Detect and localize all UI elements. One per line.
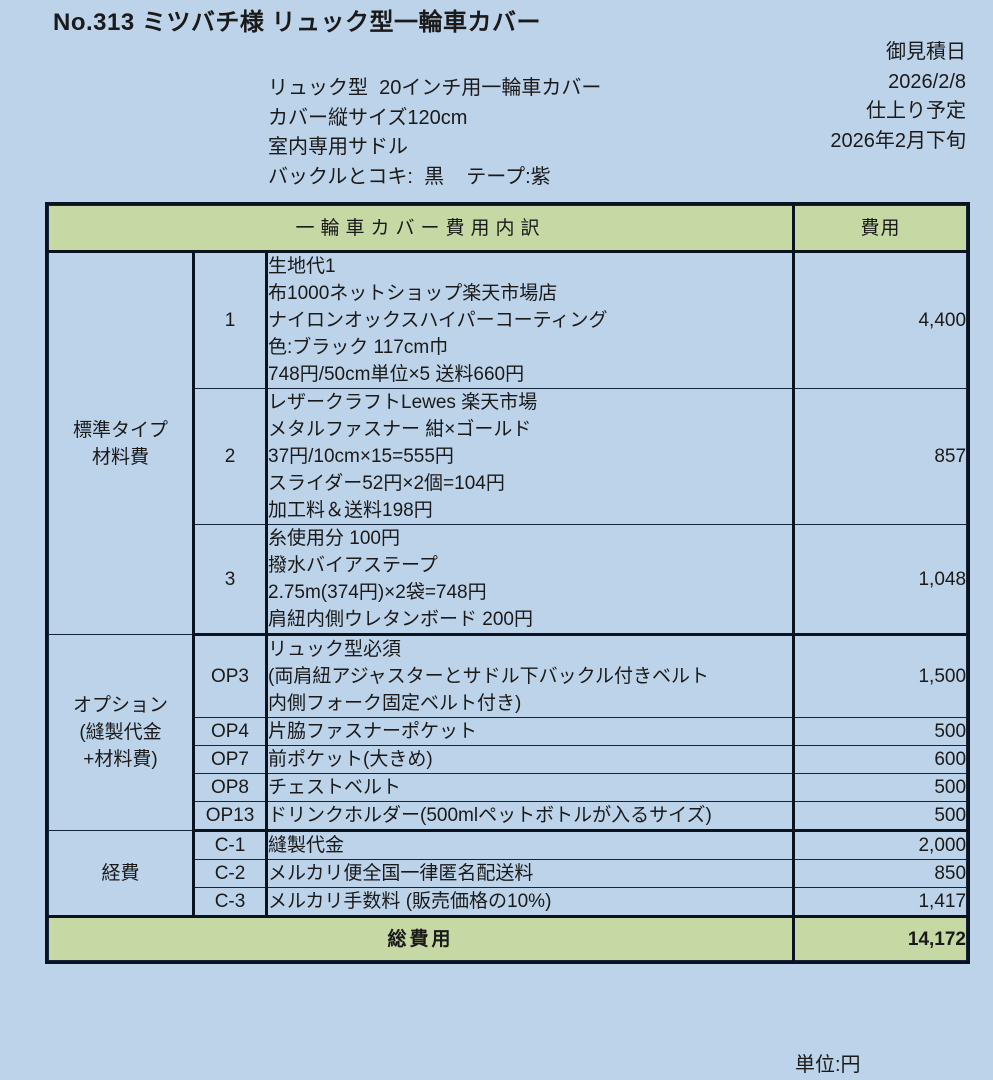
group-label-standard-material: 標準タイプ 材料費 [48,251,195,635]
completion-date-label: 仕上り予定 [866,100,966,122]
row-no: 1 [193,251,268,389]
row-amount: 500 [792,773,968,802]
row-description: メルカリ手数料 (販売価格の10%) [265,887,795,917]
row-amount: 4,400 [792,251,968,389]
cost-breakdown-table: 一輪車カバー費用内訳 費用 標準タイプ 材料費 1 生地代1 布1000ネットシ… [44,202,971,964]
total-amount: 14,172 [792,915,968,961]
row-amount: 857 [792,388,968,525]
row-amount: 500 [792,717,968,746]
row-no: OP3 [193,634,268,718]
row-no: OP7 [193,745,268,774]
unit-note: 単位:円 [795,1054,861,1076]
group-label-options: オプション (縫製代金 +材料費) [48,634,195,831]
row-description: ドリンクホルダー(500mlペットボトルが入るサイズ) [265,801,795,832]
table-row: OP7 前ポケット(大きめ) 600 [49,745,968,774]
row-amount: 1,048 [792,524,968,636]
spec-line-1: リュック型 20インチ用一輪車カバー [268,77,602,99]
table-row: 標準タイプ 材料費 1 生地代1 布1000ネットショップ楽天市場店 ナイロンオ… [48,251,968,635]
table-row: OP8 チェストベルト 500 [49,773,968,802]
spec-line-4: バックルとコキ: 黒 テープ:紫 [268,165,551,188]
row-no: 3 [193,524,268,636]
row-no: OP4 [193,717,268,746]
row-description: 前ポケット(大きめ) [265,745,795,774]
specification-block: リュック型 20インチ用一輪車カバー カバー縦サイズ120cm 室内専用サドル … [268,74,601,192]
row-description: 縫製代金 [265,830,795,860]
row-no: OP13 [193,801,268,832]
table-row: OP4 片脇ファスナーポケット 500 [49,717,968,746]
completion-date-value: 2026年2月下旬 [830,129,966,152]
table-row: 3 糸使用分 100円 撥水バイアステープ 2.75m(374円)×2袋=748… [49,524,968,636]
total-label: 総費用 [47,915,795,961]
row-no: C-1 [193,830,268,860]
row-amount: 1,500 [792,634,968,718]
date-block: 御見積日 2026/2/8 仕上り予定 2026年2月下旬 [830,38,966,156]
row-description: 片脇ファスナーポケット [265,717,795,746]
quote-date-value: 2026/2/8 [888,70,966,93]
spec-line-2: カバー縦サイズ120cm [268,106,468,129]
row-description: リュック型必須 (両肩紐アジャスターとサドル下バックル付きベルト 内側フォーク固… [265,634,795,718]
row-description: チェストベルト [265,773,795,802]
row-amount: 850 [792,859,968,888]
row-description: 生地代1 布1000ネットショップ楽天市場店 ナイロンオックスハイパーコーティン… [265,251,795,389]
row-no: C-3 [193,887,268,917]
row-description: レザークラフトLewes 楽天市場 メタルファスナー 紺×ゴールド 37円/10… [265,388,795,525]
table-row: 経費 C-1 縫製代金 2,000 [48,830,968,917]
table-header-row: 一輪車カバー費用内訳 費用 [47,205,968,253]
table-row: OP13 ドリンクホルダー(500mlペットボトルが入るサイズ) 500 [49,801,968,832]
row-no: C-2 [193,859,268,888]
row-no: OP8 [193,773,268,802]
table-header-fee: 費用 [792,205,968,253]
row-no: 2 [193,388,268,525]
group-label-expenses: 経費 [48,830,195,917]
page-title: No.313 ミツバチ様 リュック型一輪車カバー [53,9,542,36]
row-amount: 600 [792,745,968,774]
table-row: C-3 メルカリ手数料 (販売価格の10%) 1,417 [49,887,968,917]
row-description: メルカリ便全国一律匿名配送料 [265,859,795,888]
quote-date-label: 御見積日 [886,41,966,63]
table-row: C-2 メルカリ便全国一律匿名配送料 850 [49,859,968,888]
spec-line-3: 室内専用サドル [268,136,408,158]
table-row: オプション (縫製代金 +材料費) OP3 リュック型必須 (両肩紐アジャスター… [48,634,968,831]
row-amount: 2,000 [792,830,968,860]
table-total-row: 総費用 14,172 [47,915,968,961]
table-row: 2 レザークラフトLewes 楽天市場 メタルファスナー 紺×ゴールド 37円/… [49,388,968,525]
row-amount: 1,417 [792,887,968,917]
table-header-title: 一輪車カバー費用内訳 [47,205,795,253]
row-amount: 500 [792,801,968,832]
row-description: 糸使用分 100円 撥水バイアステープ 2.75m(374円)×2袋=748円 … [265,524,795,636]
